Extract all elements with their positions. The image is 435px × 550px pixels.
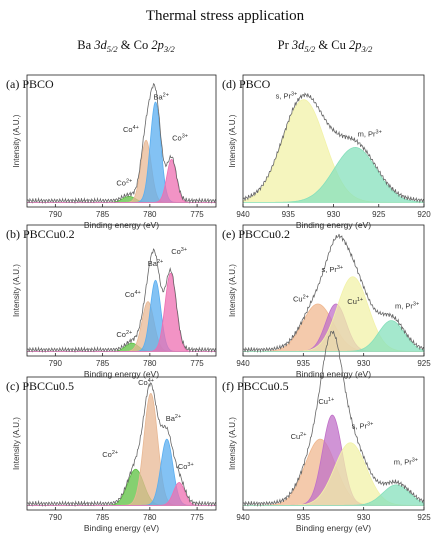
panel-label: (a) PBCO — [6, 77, 54, 91]
x-tick-label: 775 — [190, 513, 204, 522]
envelope-line — [26, 248, 217, 354]
plot-frame — [26, 376, 217, 511]
x-tick-label: 935 — [282, 210, 296, 219]
x-tick-label: 790 — [49, 210, 63, 219]
x-tick-label: 785 — [96, 513, 110, 522]
panel-label: (c) PBCCu0.5 — [6, 379, 74, 393]
peak-label: s, Pr3+ — [321, 265, 343, 274]
xps-panel: 790 785 780 775 Binding energy (eV) Intensity… — [6, 224, 217, 379]
xps-panel: 940 935 930 925 Binding energy (eV) Intensity… — [222, 330, 431, 533]
peak-label: Co3+ — [172, 133, 188, 142]
y-axis-title: Intensity (A.U.) — [228, 417, 237, 470]
column-header-right: Pr 3d5/2​ & Cu 2p3/2​ — [278, 38, 373, 54]
panel-label: (e) PBCCu0.2 — [222, 227, 290, 241]
peak-label: Ba2+ — [166, 414, 181, 423]
xps-panel: 790 785 780 775 Binding energy (eV) Intensity… — [6, 376, 217, 533]
peak-label: Co3+ — [171, 247, 187, 256]
peak-label: s, Pr3+ — [352, 421, 374, 430]
figure-title: Thermal stress application — [146, 8, 305, 24]
envelope-line — [242, 233, 425, 354]
column-header-left: Ba 3d5/2​ & Co 2p3/2​ — [77, 38, 175, 54]
x-tick-label: 930 — [357, 359, 371, 368]
x-tick-label: 790 — [49, 513, 63, 522]
peak-label: Cu2+ — [293, 295, 309, 304]
plot-frame — [26, 74, 217, 208]
x-axis-title: Binding energy (eV) — [296, 523, 371, 533]
peak-label: Cu1+ — [347, 297, 363, 306]
x-tick-label: 790 — [49, 359, 63, 368]
peak-label: Co2+ — [102, 450, 118, 459]
x-axis-title: Binding energy (eV) — [84, 523, 159, 533]
peak-label: Cu1+ — [318, 397, 334, 406]
envelope-line — [26, 382, 217, 508]
x-tick-label: 930 — [357, 513, 371, 522]
x-tick-label: 935 — [297, 359, 311, 368]
peak-label: Ba2+ — [153, 93, 168, 102]
peak-m-pr3- — [243, 147, 425, 203]
x-axis-title: Binding energy (eV) — [296, 369, 371, 379]
x-tick-label: 780 — [143, 513, 157, 522]
x-tick-label: 780 — [143, 210, 157, 219]
envelope-line — [242, 330, 425, 507]
y-axis-title: Intensity (A.U.) — [12, 264, 21, 317]
peak-co3- — [27, 272, 216, 352]
peak-m-pr3- — [243, 320, 425, 352]
peak-co3- — [27, 482, 217, 506]
plot-frame — [26, 224, 217, 357]
x-tick-label: 785 — [96, 359, 110, 368]
peak-co4- — [27, 139, 216, 203]
x-tick-label: 925 — [417, 359, 431, 368]
peak-label: Cu2+ — [291, 432, 307, 441]
x-tick-label: 785 — [96, 210, 110, 219]
plot-frame — [242, 376, 425, 511]
panel-label: (b) PBCCu0.2 — [6, 227, 75, 241]
peak-label: Co4+ — [123, 125, 139, 134]
x-tick-label: 775 — [190, 359, 204, 368]
peak-label: s, Pr3+ — [276, 91, 298, 100]
y-axis-title: Intensity (A.U.) — [228, 114, 237, 167]
peak-label: m, Pr3+ — [394, 457, 418, 466]
peak-co4- — [27, 301, 216, 352]
peak-label: m, Pr3+ — [395, 302, 419, 311]
panel-grid: 790 785 780 775 Binding energy (eV) Intensity… — [6, 74, 431, 533]
xps-panel: 940 935 930 925 Binding energy (eV) Intensity… — [222, 224, 431, 379]
x-tick-label: 935 — [297, 513, 311, 522]
x-tick-label: 780 — [143, 359, 157, 368]
x-tick-label: 940 — [236, 210, 250, 219]
envelope-line — [26, 82, 217, 205]
plot-frame — [242, 224, 425, 357]
peak-m-pr3- — [243, 484, 425, 506]
peak-label: m, Pr3+ — [358, 130, 382, 139]
peak-label: Co2+ — [116, 330, 132, 339]
peak-label: Co4+ — [138, 378, 154, 387]
peak-label: Ba2+ — [148, 259, 163, 268]
y-axis-title: Intensity (A.U.) — [12, 417, 21, 470]
y-axis-title: Intensity (A.U.) — [228, 264, 237, 317]
x-tick-label: 940 — [236, 359, 250, 368]
panel-label: (f) PBCCu0.5 — [222, 379, 289, 393]
peak-label: Co3+ — [178, 462, 194, 471]
y-axis-title: Intensity (A.U.) — [12, 114, 21, 167]
peak-co4- — [27, 392, 216, 506]
x-tick-label: 925 — [372, 210, 386, 219]
x-tick-label: 930 — [327, 210, 341, 219]
x-axis-title: Binding energy (eV) — [84, 369, 159, 379]
x-tick-label: 775 — [190, 210, 204, 219]
x-tick-label: 920 — [417, 210, 431, 219]
peak-co3- — [27, 158, 216, 203]
x-tick-label: 925 — [417, 513, 431, 522]
peak-label: Co4+ — [125, 290, 141, 299]
panel-label: (d) PBCO — [222, 77, 271, 91]
x-tick-label: 940 — [236, 513, 250, 522]
peak-label: Co2+ — [116, 179, 132, 188]
peak-ba2- — [27, 279, 216, 352]
envelope-line — [242, 92, 425, 204]
